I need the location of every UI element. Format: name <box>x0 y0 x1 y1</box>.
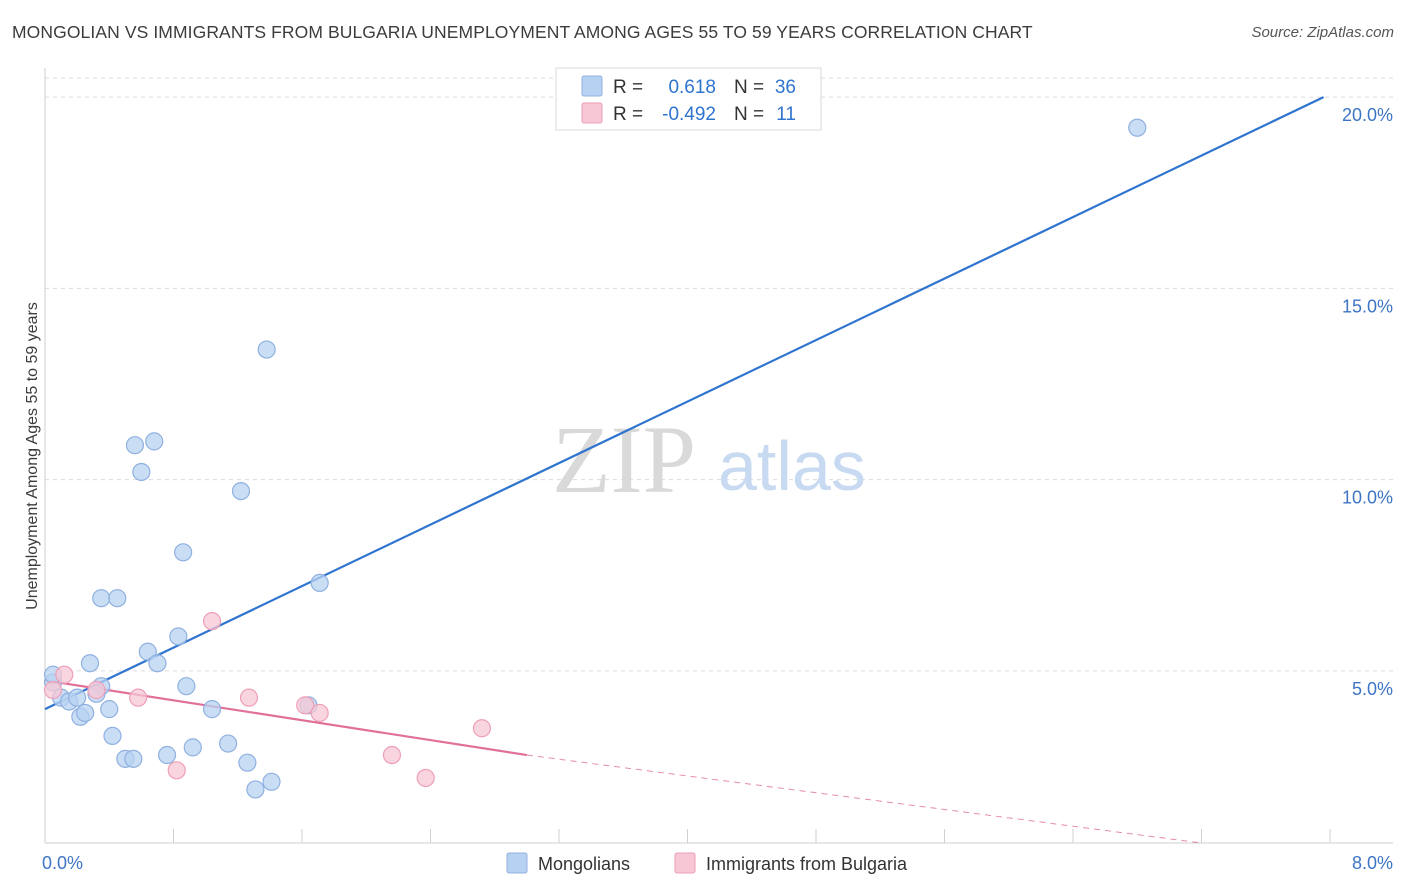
correlation-legend: R = 0.618 N = 36 R = -0.492 N = 11 <box>555 67 822 131</box>
y-tick-label: 15.0% <box>1342 296 1393 316</box>
point-mongolians <box>183 738 202 757</box>
chart-source: Source: ZipAtlas.com <box>1251 24 1394 41</box>
legend-swatch-mongolians <box>581 75 603 97</box>
point-bulgaria <box>202 612 222 631</box>
point-mongolians <box>157 745 177 765</box>
point-bulgaria <box>310 703 329 723</box>
legend-n-label: N = <box>734 77 764 98</box>
point-mongolians <box>231 482 251 501</box>
point-bulgaria <box>43 680 63 700</box>
point-mongolians <box>100 700 119 719</box>
point-mongolians <box>257 340 276 359</box>
point-mongolians <box>310 573 329 593</box>
legend-r-value: -0.492 <box>662 104 716 125</box>
trend-line-bulgaria <box>44 679 528 757</box>
point-mongolians <box>132 462 151 482</box>
point-mongolians <box>262 772 281 791</box>
series-label-mongolians: Mongolians <box>538 854 630 874</box>
point-mongolians <box>76 703 95 723</box>
point-mongolians <box>68 688 87 707</box>
axes <box>44 68 1393 844</box>
y-axis-title: Unemployment Among Ages 55 to 59 years <box>24 302 41 610</box>
y-tick-label: 5.0% <box>1352 679 1393 699</box>
x-tick-label: 8.0% <box>1352 853 1393 873</box>
point-mongolians <box>1128 118 1147 137</box>
point-bulgaria <box>87 680 106 700</box>
point-mongolians <box>219 734 238 753</box>
point-bulgaria <box>55 665 74 684</box>
point-mongolians <box>169 627 188 646</box>
watermark-atlas: atlas <box>718 427 866 505</box>
point-bulgaria <box>296 696 315 715</box>
point-bulgaria <box>129 688 148 707</box>
tick-labels: 5.0% 10.0% 15.0% 20.0% 0.0% 8.0% <box>42 105 1393 873</box>
series-legend: Mongolians Immigrants from Bulgaria <box>506 852 908 874</box>
legend-r-label: R = <box>613 77 643 98</box>
point-mongolians <box>238 753 257 772</box>
watermark-zip: ZIP <box>552 406 696 513</box>
point-bulgaria <box>239 688 259 707</box>
point-mongolians <box>246 780 265 799</box>
watermark: ZIP atlas <box>552 406 866 513</box>
legend-r-label: R = <box>613 104 643 125</box>
point-bulgaria <box>382 745 402 765</box>
point-mongolians <box>108 589 127 608</box>
point-mongolians <box>177 677 196 696</box>
point-mongolians <box>145 432 164 451</box>
series-swatch-mongolians <box>506 852 528 874</box>
point-mongolians <box>80 654 100 673</box>
trend-lines <box>44 96 1325 844</box>
legend-swatch-bulgaria <box>581 102 603 124</box>
point-mongolians <box>124 749 143 768</box>
point-mongolians <box>148 654 167 673</box>
point-mongolians <box>92 589 111 608</box>
point-bulgaria <box>167 761 186 780</box>
chart-title: MONGOLIAN VS IMMIGRANTS FROM BULGARIA UN… <box>12 22 1033 42</box>
legend-n-value: 36 <box>775 77 796 98</box>
series-label-bulgaria: Immigrants from Bulgaria <box>706 854 908 874</box>
point-mongolians <box>125 436 145 455</box>
point-mongolians <box>174 543 193 562</box>
gridlines <box>45 77 1393 672</box>
point-bulgaria <box>416 768 435 788</box>
series-swatch-bulgaria <box>674 852 696 874</box>
legend-n-value: 11 <box>776 104 796 125</box>
point-bulgaria <box>472 719 491 738</box>
y-tick-label: 10.0% <box>1342 488 1393 508</box>
trend-line-mongolians <box>44 96 1325 711</box>
data-points <box>43 118 1147 799</box>
point-mongolians <box>103 726 122 746</box>
legend-n-label: N = <box>734 104 764 125</box>
trend-line-bulgaria-extension <box>526 754 1202 844</box>
x-tick-label: 0.0% <box>42 853 83 873</box>
y-tick-label: 20.0% <box>1342 105 1393 125</box>
legend-r-value: 0.618 <box>668 77 716 98</box>
point-mongolians <box>202 700 222 719</box>
